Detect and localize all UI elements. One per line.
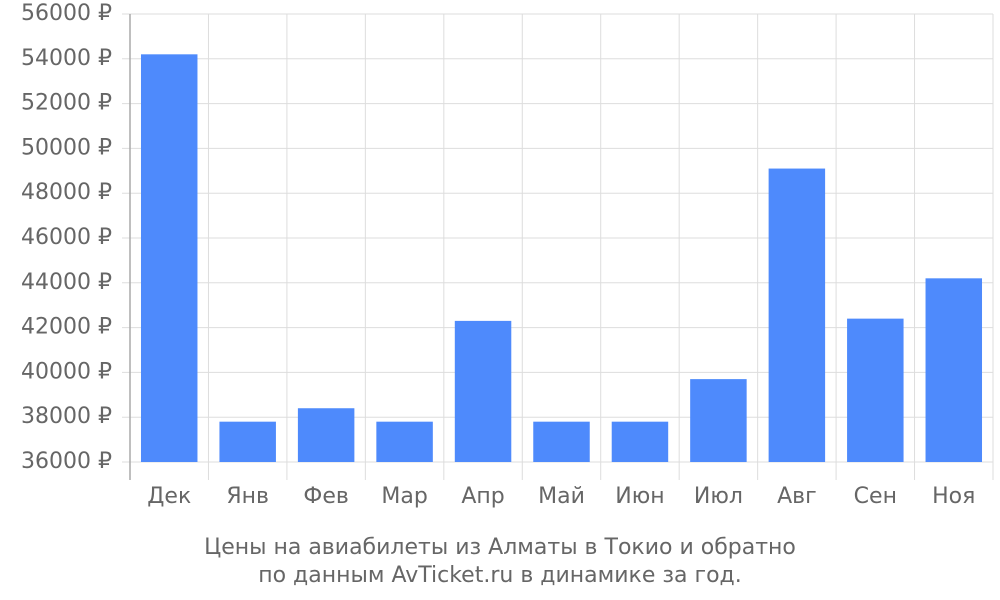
x-tick-label: Сен xyxy=(854,484,897,509)
y-tick-label: 40000 ₽ xyxy=(21,359,112,384)
x-tick-label: Авг xyxy=(777,484,817,509)
x-tick-label: Мар xyxy=(381,484,427,509)
x-tick-label: Апр xyxy=(461,484,504,509)
x-tick-label: Июн xyxy=(615,484,664,509)
y-tick-label: 50000 ₽ xyxy=(21,135,112,160)
bar xyxy=(376,421,433,462)
bar xyxy=(297,408,355,462)
y-tick-label: 56000 ₽ xyxy=(21,1,112,26)
x-tick-label: Июл xyxy=(694,484,743,509)
y-tick-label: 44000 ₽ xyxy=(21,270,112,295)
y-tick-label: 52000 ₽ xyxy=(21,91,112,116)
y-tick-label: 46000 ₽ xyxy=(21,225,112,250)
bar xyxy=(219,421,276,462)
bar xyxy=(925,278,983,462)
y-tick-label: 54000 ₽ xyxy=(21,46,112,71)
bar xyxy=(611,421,669,462)
bar xyxy=(768,168,826,462)
bar xyxy=(140,54,198,462)
x-tick-label: Май xyxy=(538,484,585,509)
y-tick-label: 48000 ₽ xyxy=(21,180,112,205)
x-tick-label: Фев xyxy=(303,484,348,509)
x-tick-label: Ноя xyxy=(932,484,975,509)
bar xyxy=(847,318,904,462)
y-tick-label: 38000 ₽ xyxy=(21,404,112,429)
chart-title: по данным AvTicket.ru в динамике за год. xyxy=(258,563,742,588)
y-tick-label: 42000 ₽ xyxy=(21,315,112,340)
chart-title: Цены на авиабилеты из Алматы в Токио и о… xyxy=(204,535,796,560)
bar xyxy=(533,421,590,462)
x-tick-label: Дек xyxy=(147,484,191,509)
x-tick-label: Янв xyxy=(226,484,269,509)
bar xyxy=(690,379,747,462)
y-tick-label: 36000 ₽ xyxy=(21,449,112,474)
bar xyxy=(454,320,512,462)
